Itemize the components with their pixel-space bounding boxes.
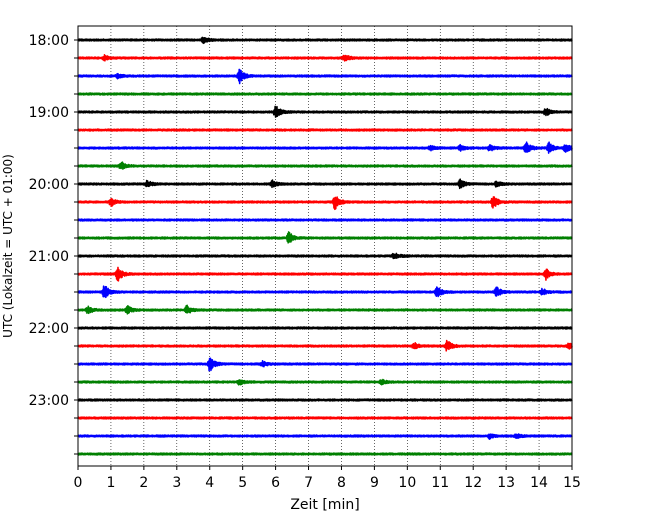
trace-2030 (77, 218, 573, 222)
x-tick-label-13: 13 (497, 475, 515, 491)
trace-2000 (77, 178, 573, 190)
x-tick-label-9: 9 (370, 475, 379, 491)
grid-lines (110, 26, 540, 466)
trace-1845 (77, 92, 573, 96)
x-tick-label-4: 4 (205, 475, 214, 491)
y-tick-label-2300: 23:00 (29, 393, 69, 409)
x-tick-label-2: 2 (139, 475, 148, 491)
trace-2315 (77, 416, 573, 420)
x-tick-label-0: 0 (74, 475, 83, 491)
trace-1800 (77, 36, 573, 45)
trace-2200 (77, 326, 573, 330)
trace-2330 (77, 433, 573, 440)
trace-1915 (77, 128, 573, 132)
trace-1945 (77, 161, 573, 170)
trace-2130 (77, 285, 573, 299)
trace-2100 (77, 252, 573, 260)
trace-2045 (77, 231, 573, 244)
x-tick-label-10: 10 (398, 475, 416, 491)
x-tick-label-15: 15 (563, 475, 581, 491)
trace-2145 (77, 304, 573, 315)
trace-1900 (77, 105, 573, 118)
x-tick-label-8: 8 (337, 475, 346, 491)
y-tick-label-1800: 18:00 (29, 33, 69, 49)
trace-2015 (77, 196, 573, 211)
x-axis-label: Zeit [min] (290, 497, 359, 513)
trace-2245 (77, 378, 573, 386)
x-tick-label-1: 1 (106, 475, 115, 491)
x-tick-label-3: 3 (172, 475, 181, 491)
trace-2230 (77, 357, 573, 372)
y-tick-label-2100: 21:00 (29, 249, 69, 265)
y-tick-label-1900: 19:00 (29, 105, 69, 121)
x-tick-label-11: 11 (431, 475, 449, 491)
trace-1830 (77, 68, 573, 85)
x-axis: 0 1 2 3 4 5 6 7 8 9 10 11 12 13 14 15 (74, 466, 581, 491)
trace-layer (77, 36, 573, 456)
x-tick-label-6: 6 (271, 475, 280, 491)
trace-2345 (77, 452, 573, 456)
trace-1815 (77, 53, 573, 62)
y-tick-label-2200: 22:00 (29, 321, 69, 337)
trace-1930 (77, 141, 573, 154)
trace-2300 (77, 398, 573, 402)
y-tick-label-2000: 20:00 (29, 177, 69, 193)
trace-2115 (77, 266, 573, 282)
trace-2215 (77, 339, 573, 352)
x-tick-label-12: 12 (464, 475, 482, 491)
x-tick-label-14: 14 (530, 475, 548, 491)
x-tick-label-7: 7 (304, 475, 313, 491)
y-axis: 18:00 19:00 20:00 21:00 22:00 23:00 (29, 33, 78, 455)
plot-area (78, 26, 572, 466)
x-tick-label-5: 5 (238, 475, 247, 491)
plot-frame (77, 25, 573, 467)
y-axis-label: UTC (Lokalzeit = UTC + 01:00) (1, 154, 15, 338)
